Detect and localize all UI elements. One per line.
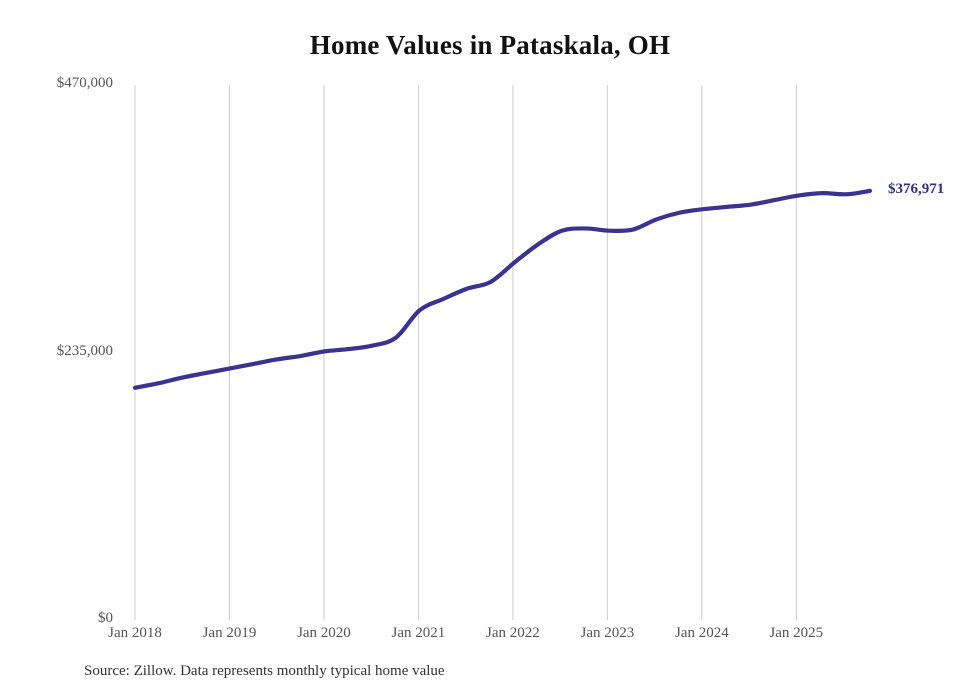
series-line-typical-home-value <box>132 188 873 390</box>
y-axis-tick-label: $470,000 <box>56 75 113 91</box>
y-axis-tick-label: $0 <box>98 610 113 626</box>
x-axis-tick-label: Jan 2023 <box>580 625 635 641</box>
x-axis-tick-label: Jan 2018 <box>108 625 162 641</box>
x-axis-tick-label: Jan 2021 <box>391 625 446 641</box>
y-axis-tick-label: $235,000 <box>56 342 113 359</box>
end-value-annotation: $376,971 <box>888 180 945 197</box>
gridlines-group <box>134 85 797 620</box>
x-axis-tick-label: Jan 2020 <box>297 625 351 641</box>
x-axis-tick-label: Jan 2024 <box>674 625 729 641</box>
source-note: Source: Zillow. Data represents monthly … <box>84 663 445 679</box>
data-series-group <box>132 188 873 390</box>
x-axis-tick-label: Jan 2019 <box>202 625 257 641</box>
x-axis-tick-label: Jan 2022 <box>486 625 540 641</box>
x-axis-tick-label: Jan 2025 <box>769 625 824 641</box>
chart-title: Home Values in Pataskala, OH <box>309 30 671 60</box>
